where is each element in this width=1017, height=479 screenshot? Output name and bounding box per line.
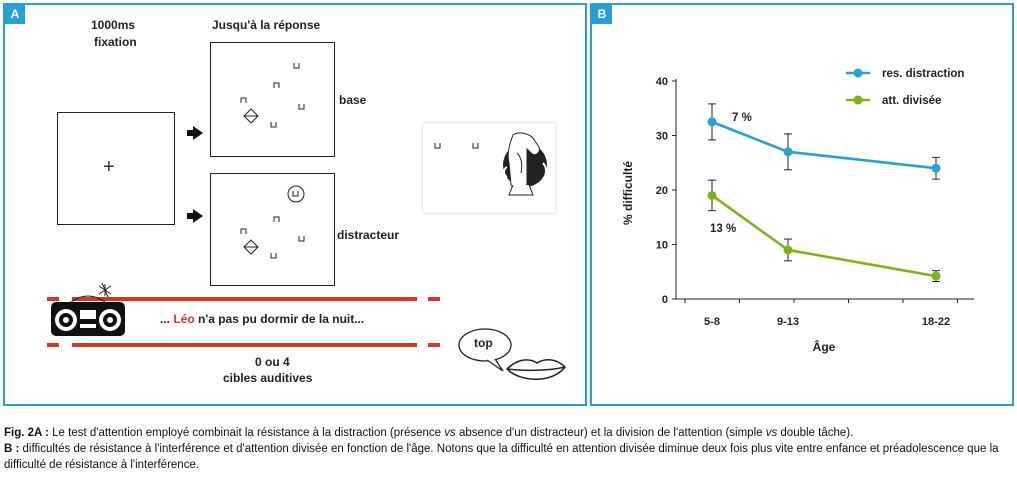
data-point	[783, 245, 793, 255]
legend-label: res. distraction	[882, 68, 964, 80]
legend-entry: res. distraction	[846, 68, 964, 80]
legend-swatch-dot	[853, 68, 863, 78]
sentence-rest: n'a pas pu dormir de la nuit...	[194, 312, 365, 326]
series-2	[707, 179, 941, 283]
figure-caption: Fig. 2A : Le test d'attention employé co…	[4, 425, 1012, 473]
response-duration-label: Jusqu'à la réponse	[212, 18, 321, 32]
caption-a-text-3: double tâche).	[777, 427, 854, 439]
chart-annotation: 13 %	[710, 223, 736, 235]
auditory-targets-count: 0 ou 4	[255, 355, 290, 369]
audio-track-line-top	[72, 297, 417, 301]
boombox-icon	[51, 282, 125, 336]
caption-b-label: B :	[4, 443, 20, 455]
sentence-name: Léo	[173, 312, 195, 326]
data-point	[931, 163, 941, 173]
fixation-screen: +	[57, 112, 175, 225]
caption-vs-2: vs	[765, 427, 778, 439]
x-tick-label: 9-13	[777, 316, 799, 328]
legend-entry: att. divisée	[846, 95, 941, 107]
audio-track-dash-right-top	[428, 297, 440, 301]
y-tick-label: 10	[656, 240, 668, 252]
auditory-sentence: ... Léo n'a pas pu dormir de la nuit...	[160, 312, 364, 326]
panel-b: B % difficulté Âge 0 10 20 30 40 5-8 9-13 18-22…	[590, 3, 1014, 406]
audio-track-line-bottom	[72, 343, 417, 347]
fixation-duration-label: 1000ms	[91, 18, 136, 32]
panel-a: A 1000ms fixation Jusqu'à la réponse + b…	[3, 3, 587, 406]
speech-bubble-and-lips	[458, 328, 566, 380]
y-axis-label: % difficulté	[621, 161, 635, 225]
line-chart: % difficulté Âge 0 10 20 30 40 5-8 9-13 18-22 r…	[621, 68, 974, 354]
chart-annotation: 7 %	[732, 112, 752, 124]
base-label: base	[339, 93, 367, 107]
distractor-label: distracteur	[337, 228, 400, 242]
distractor-stimuli	[240, 185, 305, 259]
y-tick-label: 20	[656, 185, 668, 197]
base-stimuli	[240, 63, 305, 128]
legend-swatch-dot	[853, 95, 863, 105]
audio-track-dash-left-bottom	[47, 343, 59, 347]
data-point	[783, 147, 793, 157]
y-tick-label: 40	[656, 76, 668, 88]
sentence-prefix: ...	[160, 312, 174, 326]
caption-vs-1: vs	[444, 427, 456, 439]
example-distractor-image	[423, 123, 555, 213]
y-tick-label: 0	[662, 294, 668, 306]
data-point	[931, 271, 941, 281]
caption-b-text: difficultés de résistance à l'interféren…	[4, 443, 999, 471]
series-line	[711, 194, 937, 278]
audio-track-dash-right-bottom	[428, 343, 440, 347]
x-tick-label: 5-8	[704, 316, 720, 328]
legend-label: att. divisée	[882, 95, 941, 107]
distractor-screen	[210, 173, 335, 286]
series-1	[707, 103, 941, 180]
auditory-targets-label: cibles auditives	[223, 371, 313, 385]
caption-a-label: Fig. 2A :	[4, 427, 49, 439]
fixation-label: fixation	[94, 35, 137, 49]
caption-a-text-1: Le test d'attention employé combinait la…	[48, 427, 445, 439]
panel-b-tag: B	[592, 5, 612, 24]
data-point	[707, 117, 717, 127]
y-tick-label: 30	[656, 131, 668, 143]
data-point	[707, 190, 717, 200]
x-axis-label: Âge	[813, 339, 836, 354]
base-screen	[210, 42, 335, 157]
audio-track-dash-left-top	[47, 297, 59, 301]
hand-illustration	[434, 132, 547, 196]
fixation-cross: +	[103, 156, 115, 178]
panel-a-tag: A	[5, 5, 25, 24]
speech-bubble-text: top	[474, 336, 493, 350]
series-line	[711, 120, 937, 170]
caption-a-text-2: absence d'un distracteur) et la division…	[455, 427, 766, 439]
x-tick-label: 18-22	[922, 316, 950, 328]
